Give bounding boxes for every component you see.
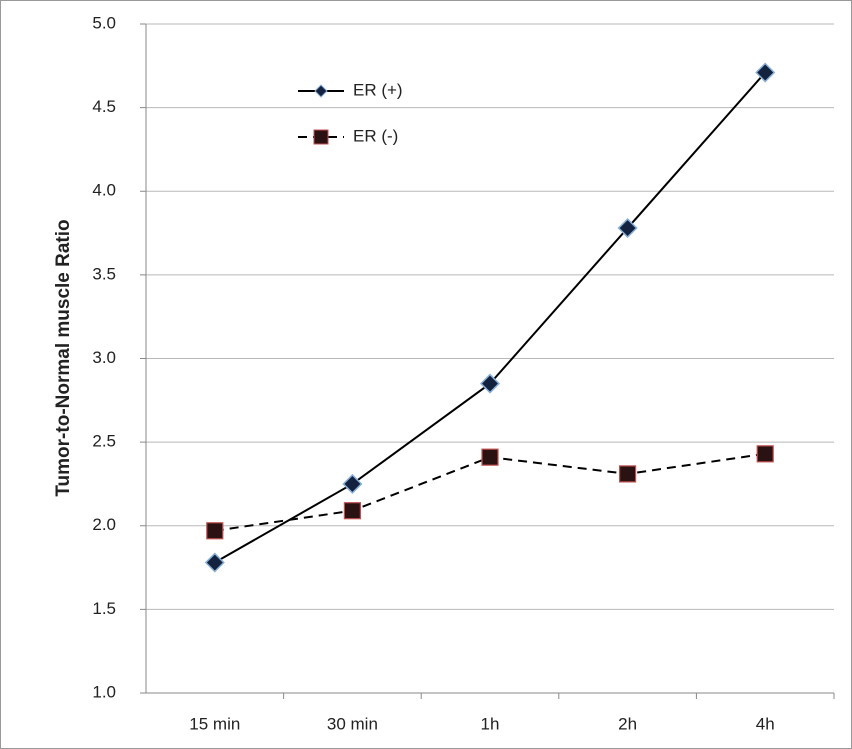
marker <box>342 473 363 494</box>
marker <box>479 373 501 394</box>
y-tick-label: 3.5 <box>92 264 116 283</box>
y-tick-label: 1.0 <box>92 682 116 701</box>
marker <box>206 522 224 540</box>
marker <box>617 217 638 239</box>
x-tick-label: 4h <box>756 714 775 733</box>
y-tick-label: 2.0 <box>92 515 116 534</box>
y-axis-label: Tumor-to-Normal muscle Ratio <box>53 219 74 496</box>
x-tick-label: 30 min <box>327 714 378 733</box>
y-tick-label: 4.5 <box>92 97 116 116</box>
y-tick-label: 1.5 <box>92 599 116 618</box>
y-tick-label: 5.0 <box>92 13 116 32</box>
legend-label: ER (-) <box>353 126 398 145</box>
x-tick-label: 1h <box>481 714 500 733</box>
legend-marker <box>314 84 328 98</box>
y-tick-label: 2.5 <box>92 432 116 451</box>
x-tick-label: 15 min <box>189 714 240 733</box>
y-tick-label: 3.0 <box>92 348 116 367</box>
marker <box>204 552 225 573</box>
marker <box>343 502 361 520</box>
marker <box>618 465 637 483</box>
marker <box>755 62 776 83</box>
legend-label: ER (+) <box>353 80 403 99</box>
marker <box>756 445 774 463</box>
y-tick-label: 4.0 <box>92 181 116 200</box>
x-tick-label: 2h <box>618 714 637 733</box>
marker <box>481 448 499 466</box>
legend-marker <box>313 129 329 145</box>
